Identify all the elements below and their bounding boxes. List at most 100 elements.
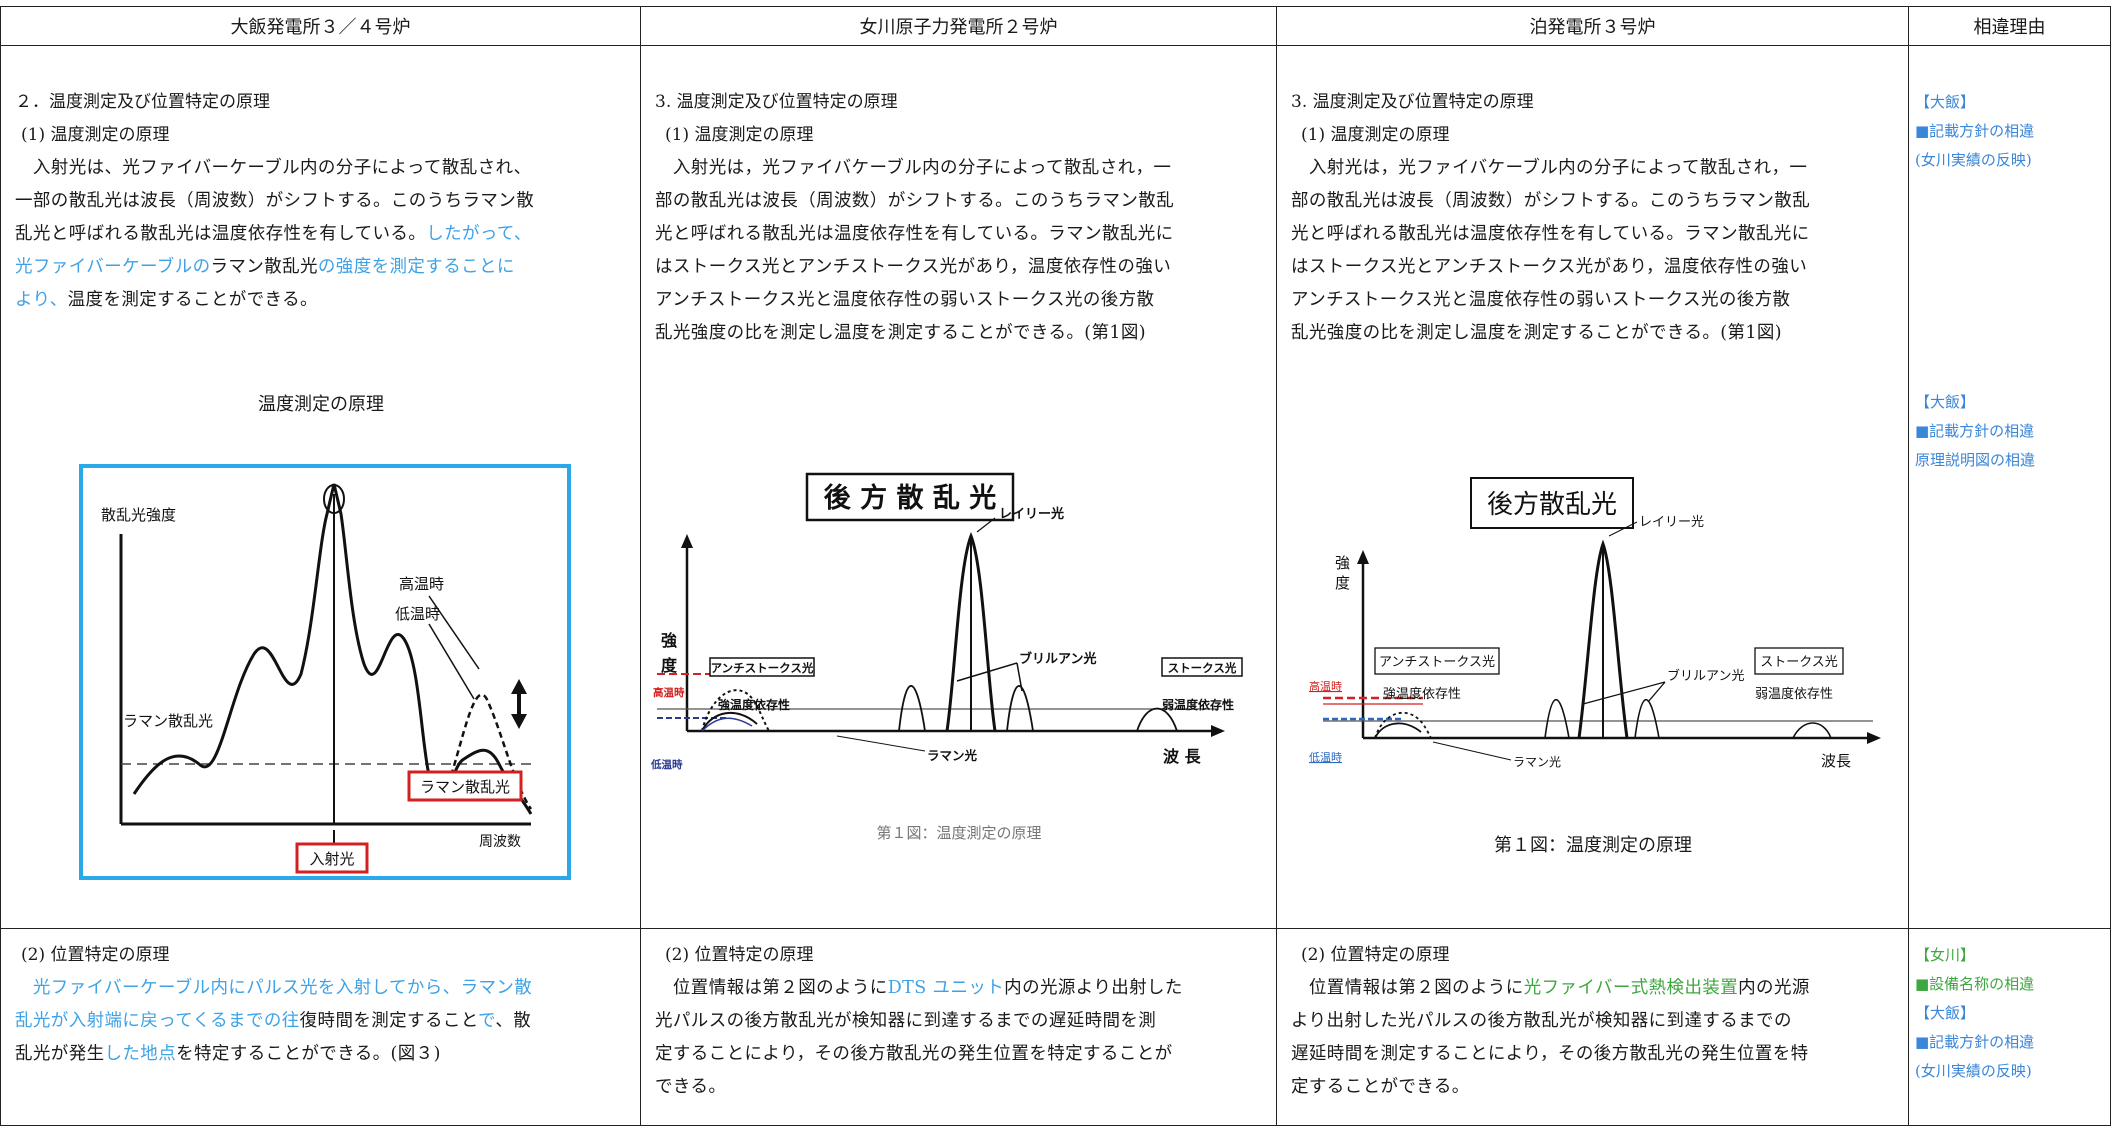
tomari-fig-brillouin: ブリルアン光 [1667, 668, 1744, 684]
reason3-line3: (女川実績の反映) [1915, 1062, 2032, 1081]
ohi-temperature-cell: ２．温度測定及び位置特定の原理 (1) 温度測定の原理 入射光は、光ファイバーケ… [0, 45, 641, 930]
onagawa-p2-line2: 光パルスの後方散乱光が検知器に到達するまでの遅延時間を測 [655, 1011, 1157, 1032]
ohi-p2-black-b: 、散 [495, 1011, 532, 1032]
ohi-sub1: (1) 温度測定の原理 [21, 125, 170, 146]
tomari-p2-line2: より出射した光パルスの後方散乱光が検知器に到達するまでの [1291, 1011, 1792, 1032]
onagawa-p2-b: 内の光源より出射した [1004, 978, 1183, 999]
onagawa-fig-strength: 強 [661, 631, 677, 650]
onagawa-fig-strong-dep: 強温度依存性 [718, 697, 790, 712]
tomari-temperature-cell: 3. 温度測定及び位置特定の原理 (1) 温度測定の原理 入射光は，光ファイバケ… [1276, 45, 1909, 930]
ohi-fig-spectrum [132, 483, 533, 815]
reason1-tag: 【大飯】 [1915, 93, 1976, 112]
onagawa-fig-anti: アンチストークス光 [711, 661, 814, 675]
header-tomari: 泊発電所３号炉 [1276, 5, 1909, 47]
ohi-p2-line3: 乱光が発生した地点を特定することができる。(図３) [15, 1038, 635, 1071]
ohi-fig-incident-label: 入射光 [309, 850, 354, 868]
onagawa-fig-low: 低温時 [650, 758, 683, 771]
ohi-p1-line1: 入射光は、光ファイバーケーブル内の分子によって散乱され、 [15, 158, 532, 179]
tomari-figure: 後方散乱光 レイリー光 強 [1309, 477, 1881, 770]
onagawa-p2-line1: 位置情報は第２図のようにDTS ユニット内の光源より出射した [655, 972, 1273, 1005]
reason2-line2: 原理説明図の相違 [1915, 451, 2036, 470]
ohi-p1-blue-c: の強度を測定することに [317, 257, 515, 278]
onagawa-p2-a: 位置情報は第２図のように [655, 978, 888, 999]
tomari-p1-line2: 部の散乱光は波長（周波数）がシフトする。このうちラマン散乱 [1291, 191, 1811, 212]
tomari-sub1: (1) 温度測定の原理 [1301, 125, 1450, 146]
tomari-p1-line5: アンチストークス光と温度依存性の弱いストークス光の後方散 [1291, 290, 1791, 311]
onagawa-p1-line5: アンチストークス光と温度依存性の弱いストークス光の後方散 [655, 290, 1155, 311]
onagawa-p2-blue: DTS ユニット [887, 978, 1005, 999]
tomari-p2-green: 光ファイバー式熱検出装置 [1523, 978, 1739, 999]
onagawa-fig-title: 後 方 散 乱 光 [824, 482, 997, 514]
tomari-fig-strong-dep: 強温度依存性 [1383, 686, 1461, 702]
header-onagawa: 女川原子力発電所２号炉 [640, 5, 1277, 47]
onagawa-fig-degree: 度 [661, 656, 678, 675]
onagawa-fig-rayleigh: レイリー光 [999, 506, 1064, 522]
onagawa-sub1: (1) 温度測定の原理 [665, 125, 814, 146]
reason3-tag2: 【大飯】 [1915, 1004, 1976, 1023]
onagawa-temperature-cell: 3. 温度測定及び位置特定の原理 (1) 温度測定の原理 入射光は，光ファイバケ… [640, 45, 1277, 930]
tomari-p2-line3: 遅延時間を測定することにより，その後方散乱光の発生位置を特 [1291, 1044, 1809, 1065]
reason1-line1: ■記載方針の相違 [1915, 122, 2035, 141]
onagawa-p1-line3: 光と呼ばれる散乱光は温度依存性を有している。ラマン散乱光に [655, 224, 1174, 245]
onagawa-fig-high: 高温時 [653, 686, 685, 699]
ohi-p2-line1: 光ファイバーケーブル内にパルス光を入射してから、ラマン散 [15, 978, 533, 999]
ohi-p2-blue-a: 乱光が入射端に戻ってくるまでの往 [15, 1011, 300, 1032]
onagawa-position-cell: (2) 位置特定の原理 位置情報は第２図のようにDTS ユニット内の光源より出射… [640, 928, 1277, 1126]
ohi-p1-line3: 乱光と呼ばれる散乱光は温度依存性を有している。したがって、 [15, 218, 635, 251]
comparison-table: 大飯発電所３／４号炉 女川原子力発電所２号炉 泊発電所３号炉 相違理由 ２．温度… [0, 5, 2111, 1126]
ohi-p1-blue-b: 光ファイバーケーブルの [15, 257, 211, 278]
tomari-p2-a: 位置情報は第２図のように [1291, 978, 1524, 999]
onagawa-p1-line4: はストークス光とアンチストークス光があり，温度依存性の強い [655, 257, 1172, 278]
header-row: 大飯発電所３／４号炉 女川原子力発電所２号炉 泊発電所３号炉 相違理由 [0, 5, 2111, 47]
tomari-sub2: (2) 位置特定の原理 [1301, 945, 1450, 966]
header-reason: 相違理由 [1908, 5, 2111, 47]
ohi-p1-black-b: ラマン散乱光 [210, 257, 318, 278]
onagawa-figure: 後 方 散 乱 光 レイリー光 強 [650, 472, 1243, 771]
ohi-sub2: (2) 位置特定の原理 [21, 945, 170, 966]
ohi-p1-black-d: 温度を測定することができる。 [67, 290, 318, 311]
tomari-p2-line4: 定することができる。 [1291, 1077, 1470, 1098]
header-ohi: 大飯発電所３／４号炉 [0, 5, 641, 47]
ohi-p2-black-d: を特定することができる。(図３) [176, 1044, 441, 1065]
tomari-figure-caption: 第１図：温度測定の原理 [1494, 835, 1692, 857]
tomari-fig-high: 高温時 [1309, 679, 1342, 693]
tomari-fig-title: 後方散乱光 [1487, 490, 1617, 520]
ohi-fig-raman-box: ラマン散乱光 [420, 778, 510, 796]
reason2-line1: ■記載方針の相違 [1915, 422, 2035, 441]
ohi-p1-line3-text: 乱光と呼ばれる散乱光は温度依存性を有している。 [15, 224, 427, 245]
reason3-tag: 【女川】 [1915, 946, 1976, 965]
tomari-p1-line1: 入射光は，光ファイバケーブル内の分子によって散乱され，一 [1291, 158, 1808, 179]
tomari-fig-rayleigh: レイリー光 [1639, 515, 1704, 530]
ohi-p2-black-c: 乱光が発生 [15, 1044, 105, 1065]
ohi-p1-line4: 光ファイバーケーブルのラマン散乱光の強度を測定することに [15, 251, 635, 284]
tomari-fig-stokes: ストークス光 [1760, 655, 1838, 670]
ohi-fig-high-label: 高温時 [399, 575, 444, 593]
ohi-p1-blue-a: したがって、 [426, 224, 532, 245]
tomari-section-title: 3. 温度測定及び位置特定の原理 [1291, 92, 1534, 113]
onagawa-sub2: (2) 位置特定の原理 [665, 945, 814, 966]
tomari-p1-line6: 乱光強度の比を測定し温度を測定することができる。(第1図) [1291, 323, 1783, 344]
ohi-section-title: ２．温度測定及び位置特定の原理 [15, 92, 270, 113]
tomari-p2-b: 内の光源 [1738, 978, 1810, 999]
onagawa-p1-line1: 入射光は，光ファイバケーブル内の分子によって散乱され，一 [655, 158, 1172, 179]
ohi-p1-blue-d: より、 [15, 290, 68, 311]
ohi-p1-line2: 一部の散乱光は波長（周波数）がシフトする。このうちラマン散 [15, 191, 535, 212]
reason3-line2: ■記載方針の相違 [1915, 1033, 2035, 1052]
row-position: (2) 位置特定の原理 光ファイバーケーブル内にパルス光を入射してから、ラマン散… [0, 928, 2111, 1126]
ohi-p2-blue-b: で [478, 1011, 496, 1032]
onagawa-section-title: 3. 温度測定及び位置特定の原理 [655, 92, 898, 113]
tomari-fig-raman: ラマン光 [1513, 755, 1561, 769]
ohi-fig-xaxis-label: 周波数 [479, 834, 521, 850]
tomari-p1-line3: 光と呼ばれる散乱光は温度依存性を有している。ラマン散乱光に [1291, 224, 1810, 245]
ohi-p1-line5: より、温度を測定することができる。 [15, 284, 635, 317]
reason1-line2: (女川実績の反映) [1915, 151, 2032, 170]
row-temperature: ２．温度測定及び位置特定の原理 (1) 温度測定の原理 入射光は、光ファイバーケ… [0, 45, 2111, 930]
tomari-fig-degree: 度 [1335, 574, 1350, 592]
ohi-fig-yaxis-label: 散乱光強度 [101, 506, 176, 524]
onagawa-p1-line6: 乱光強度の比を測定し温度を測定することができる。(第1図) [655, 323, 1147, 344]
ohi-figure: 散乱光強度 高温時 低温時 ラマン散乱光 ラマン散乱光 周波数 入射光 [79, 464, 571, 881]
onagawa-p1-line2: 部の散乱光は波長（周波数）がシフトする。このうちラマン散乱 [655, 191, 1175, 212]
ohi-p2-black-a: 復時間を測定すること [299, 1011, 479, 1032]
reason3-line1: ■設備名称の相違 [1915, 975, 2035, 994]
tomari-fig-strength: 強 [1335, 554, 1350, 572]
